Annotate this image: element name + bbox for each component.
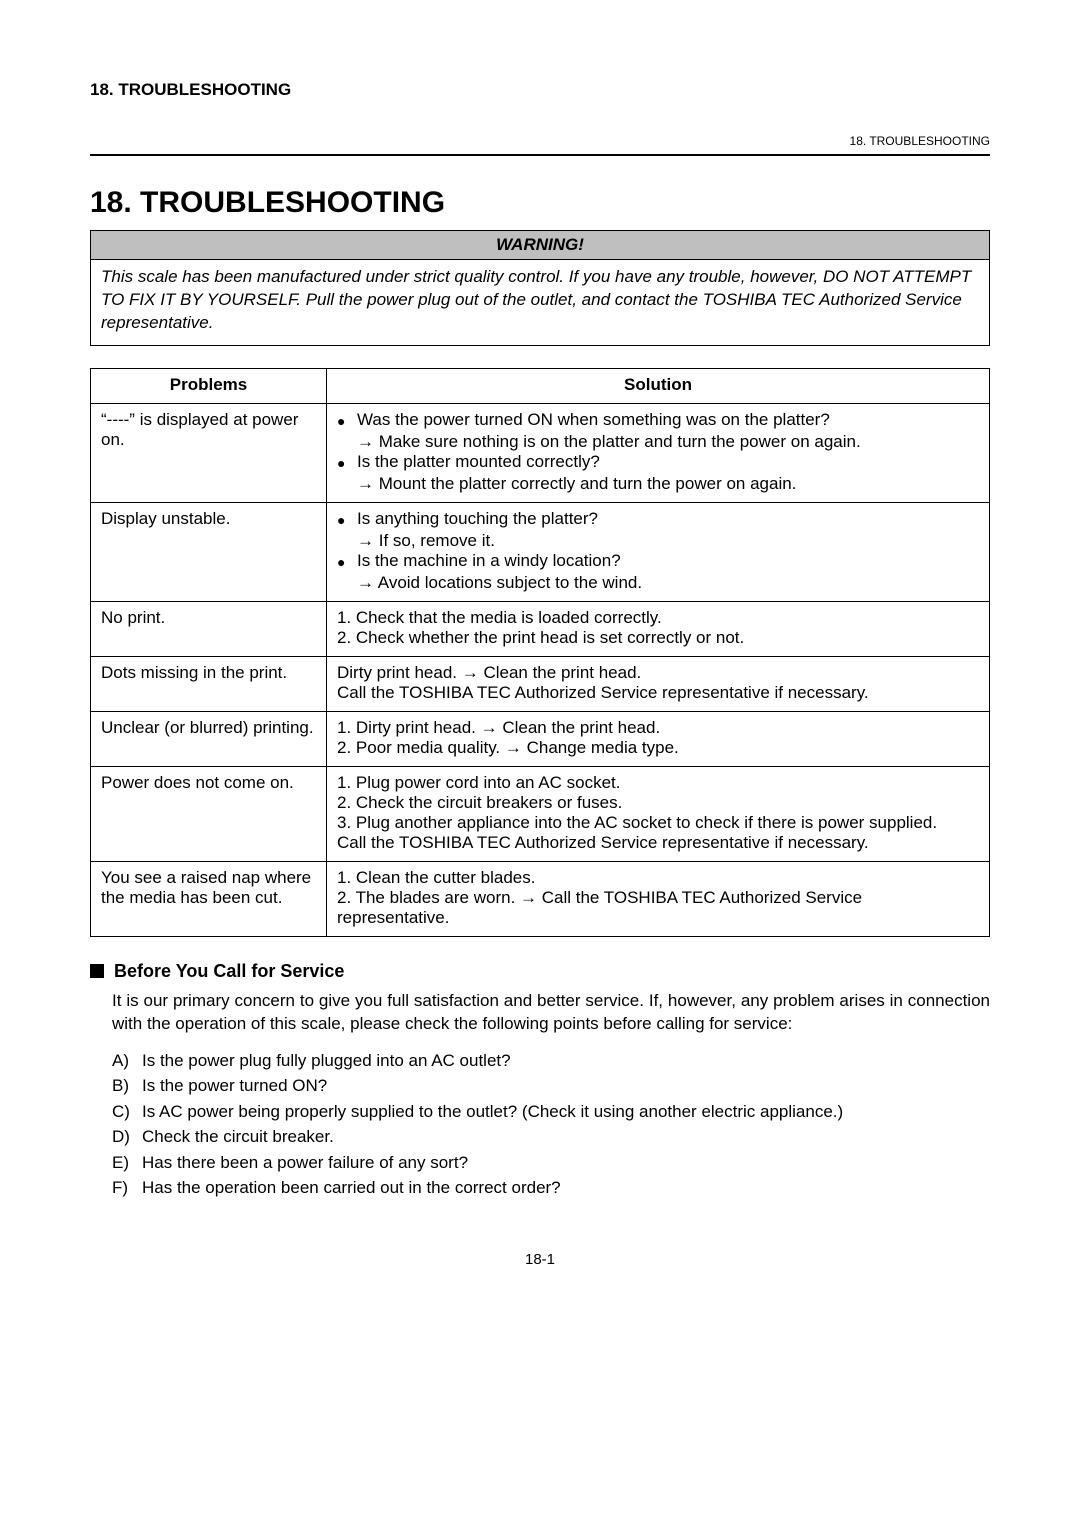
solution-line: 1. Check that the media is loaded correc… [337, 608, 979, 628]
solution-line: 2. Check whether the print head is set c… [337, 628, 979, 648]
bullet-text: Is anything touching the platter? [357, 509, 979, 529]
check-item: A)Is the power plug fully plugged into a… [112, 1048, 990, 1074]
check-label: C) [112, 1099, 142, 1125]
solution-line: 1. Plug power cord into an AC socket. [337, 773, 979, 793]
bullet-text: Is the platter mounted correctly? [357, 452, 979, 472]
check-label: D) [112, 1124, 142, 1150]
bullet-answer: → Mount the platter correctly and turn t… [337, 474, 979, 494]
table-row: Dots missing in the print. Dirty print he… [91, 656, 990, 711]
bullet-answer: → Avoid locations subject to the wind. [337, 573, 979, 593]
bullet-icon: ● [337, 551, 357, 573]
table-row: Display unstable.●Is anything touching t… [91, 502, 990, 601]
bullet-icon: ● [337, 509, 357, 531]
bullet-text: Was the power turned ON when something w… [357, 410, 979, 430]
solution-line: 2. Poor media quality. → Change media ty… [337, 738, 979, 758]
check-label: B) [112, 1073, 142, 1099]
bullet-icon: ● [337, 452, 357, 474]
check-text: Check the circuit breaker. [142, 1124, 334, 1150]
solution-line: 2. Check the circuit breakers or fuses. [337, 793, 979, 813]
problem-cell: Dots missing in the print. [91, 656, 327, 711]
before-service-intro: It is our primary concern to give you fu… [112, 990, 990, 1036]
solution-cell: ●Was the power turned ON when something … [327, 403, 990, 502]
check-item: F)Has the operation been carried out in … [112, 1175, 990, 1201]
table-row: No print. 1. Check that the media is load… [91, 601, 990, 656]
solution-cell: 1. Plug power cord into an AC socket.2. … [327, 766, 990, 861]
solution-line: 3. Plug another appliance into the AC so… [337, 813, 979, 833]
bullet-line: ●Was the power turned ON when something … [337, 410, 979, 432]
solution-line: 2. The blades are worn. → Call the TOSHI… [337, 888, 979, 928]
check-text: Is AC power being properly supplied to t… [142, 1099, 843, 1125]
check-text: Has the operation been carried out in th… [142, 1175, 561, 1201]
solution-line: Call the TOSHIBA TEC Authorized Service … [337, 833, 979, 853]
main-title: 18. TROUBLESHOOTING [90, 186, 990, 220]
page-number: 18-1 [90, 1251, 990, 1268]
bullet-answer: → If so, remove it. [337, 531, 979, 551]
check-item: B)Is the power turned ON? [112, 1073, 990, 1099]
divider [90, 154, 990, 156]
bullet-icon: ● [337, 410, 357, 432]
page-top-header: 18. TROUBLESHOOTING [90, 80, 990, 100]
th-problems: Problems [91, 368, 327, 403]
bullet-line: ●Is the machine in a windy location? [337, 551, 979, 573]
before-service-list: A)Is the power plug fully plugged into a… [112, 1048, 990, 1201]
check-label: E) [112, 1150, 142, 1176]
warning-body: This scale has been manufactured under s… [91, 260, 989, 345]
check-item: D)Check the circuit breaker. [112, 1124, 990, 1150]
problem-cell: Unclear (or blurred) printing. [91, 711, 327, 766]
table-row: Power does not come on.1. Plug power cor… [91, 766, 990, 861]
page-small-header: 18. TROUBLESHOOTING [90, 134, 990, 148]
bullet-line: ●Is anything touching the platter? [337, 509, 979, 531]
solution-line: 1. Dirty print head. → Clean the print h… [337, 718, 979, 738]
before-service-title: Before You Call for Service [114, 961, 344, 982]
troubleshooting-table: Problems Solution “----” is displayed at… [90, 368, 990, 937]
problem-cell: Display unstable. [91, 502, 327, 601]
problem-cell: Power does not come on. [91, 766, 327, 861]
check-text: Has there been a power failure of any so… [142, 1150, 468, 1176]
problem-cell: “----” is displayed at power on. [91, 403, 327, 502]
check-label: F) [112, 1175, 142, 1201]
check-item: E)Has there been a power failure of any … [112, 1150, 990, 1176]
warning-title: WARNING! [91, 231, 989, 260]
check-text: Is the power plug fully plugged into an … [142, 1048, 511, 1074]
solution-line: Dirty print head. → Clean the print head… [337, 663, 979, 683]
warning-box: WARNING! This scale has been manufacture… [90, 230, 990, 346]
bullet-answer: → Make sure nothing is on the platter an… [337, 432, 979, 452]
th-solution: Solution [327, 368, 990, 403]
solution-line: Call the TOSHIBA TEC Authorized Service … [337, 683, 979, 703]
bullet-line: ●Is the platter mounted correctly? [337, 452, 979, 474]
before-service-heading: Before You Call for Service [90, 961, 990, 982]
problem-cell: No print. [91, 601, 327, 656]
solution-cell: Dirty print head. → Clean the print head… [327, 656, 990, 711]
table-row: Unclear (or blurred) printing. 1. Dirty p… [91, 711, 990, 766]
solution-line: 1. Clean the cutter blades. [337, 868, 979, 888]
square-icon [90, 964, 104, 978]
table-row: You see a raised nap where the media has… [91, 861, 990, 936]
table-row: “----” is displayed at power on.●Was the… [91, 403, 990, 502]
solution-cell: 1. Dirty print head. → Clean the print h… [327, 711, 990, 766]
check-text: Is the power turned ON? [142, 1073, 327, 1099]
check-item: C)Is AC power being properly supplied to… [112, 1099, 990, 1125]
bullet-text: Is the machine in a windy location? [357, 551, 979, 571]
problem-cell: You see a raised nap where the media has… [91, 861, 327, 936]
solution-cell: 1. Clean the cutter blades.2. The blades… [327, 861, 990, 936]
solution-cell: 1. Check that the media is loaded correc… [327, 601, 990, 656]
table-header-row: Problems Solution [91, 368, 990, 403]
check-label: A) [112, 1048, 142, 1074]
solution-cell: ●Is anything touching the platter?→ If s… [327, 502, 990, 601]
